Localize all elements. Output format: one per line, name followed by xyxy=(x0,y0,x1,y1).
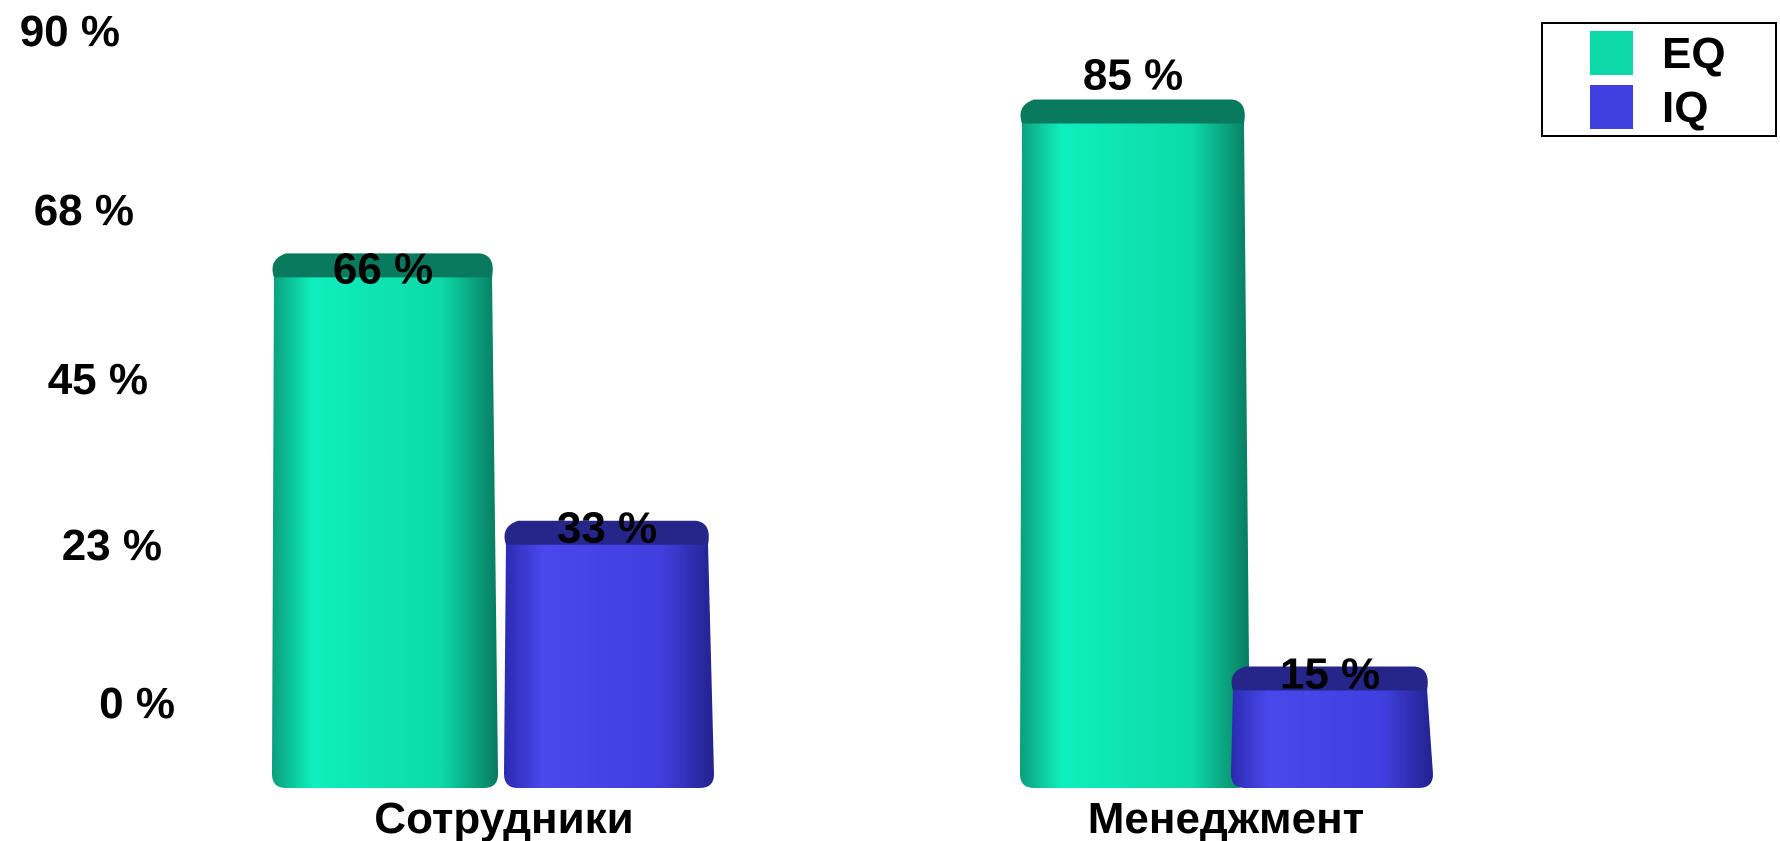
y-axis: 0 % 23 % 45 % 68 % 90 % xyxy=(20,7,175,728)
legend-box xyxy=(1541,22,1777,137)
y-tick-label: 90 % xyxy=(20,7,120,56)
y-tick-label: 45 % xyxy=(48,355,148,404)
y-tick-label: 23 % xyxy=(62,521,162,570)
x-category-label: Сотрудники xyxy=(374,794,633,841)
x-category-label: Менеджмент xyxy=(1088,794,1364,841)
bar-iq-1 xyxy=(1231,688,1433,788)
legend-swatch-iq xyxy=(1590,85,1633,129)
bar-eq-0 xyxy=(272,275,498,788)
legend: EQ IQ xyxy=(1541,22,1777,137)
bar-top-iq-0 xyxy=(504,520,709,545)
data-label: 15 % xyxy=(1280,650,1380,699)
data-label: 85 % xyxy=(1083,51,1183,100)
legend-swatch-eq xyxy=(1590,31,1633,75)
legend-label-iq: IQ xyxy=(1662,83,1708,132)
data-label: 66 % xyxy=(333,244,433,293)
x-axis: Сотрудники Менеджмент xyxy=(374,794,1364,841)
data-label: 33 % xyxy=(557,504,657,553)
bar-top-eq-0 xyxy=(272,253,493,278)
bar-top-iq-1 xyxy=(1231,666,1428,691)
bar-top-eq-1 xyxy=(1020,99,1245,124)
bar-iq-0 xyxy=(504,542,714,788)
legend-label-eq: EQ xyxy=(1662,29,1726,78)
y-tick-label: 0 % xyxy=(99,679,175,728)
bars: 66 % 33 % 85 % 15 % xyxy=(272,51,1433,788)
bar-eq-1 xyxy=(1020,121,1250,788)
y-tick-label: 68 % xyxy=(34,186,134,235)
